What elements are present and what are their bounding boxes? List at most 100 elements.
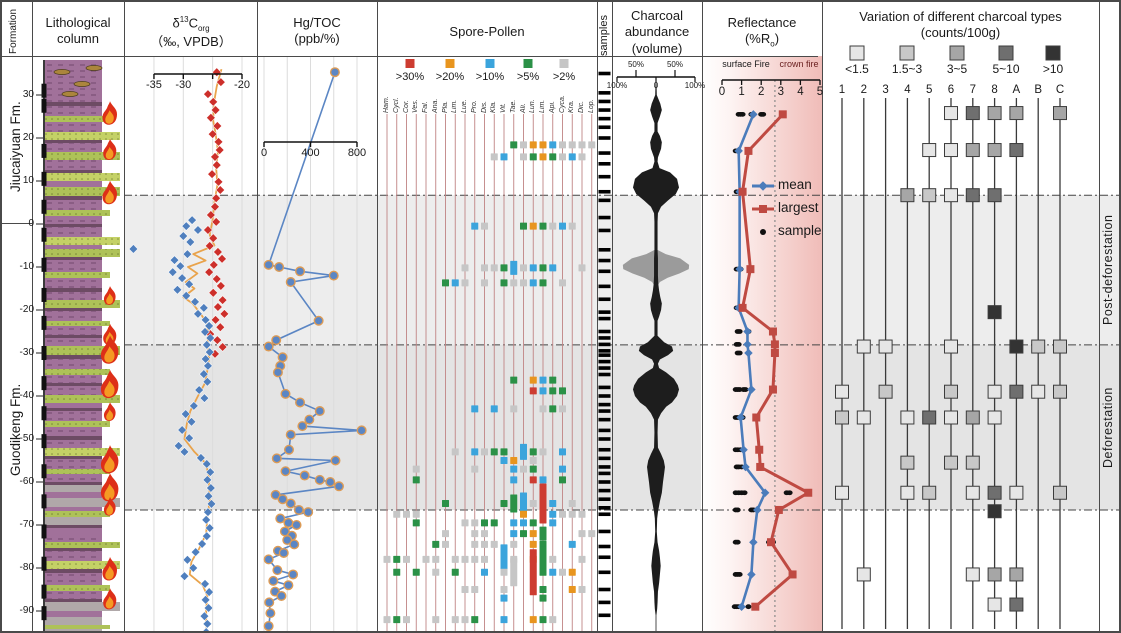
hg-header-line1: Hg/TOC <box>293 15 341 30</box>
charcoal-tick-label-top: 50% <box>666 60 683 69</box>
reflectance-legend <box>752 181 774 235</box>
flame-icon <box>100 445 119 474</box>
taxa-label: Pro. <box>470 100 478 113</box>
d13c-red-points <box>203 67 230 359</box>
gridlines <box>153 57 358 631</box>
reflectance-tick-label: 2 <box>757 86 765 98</box>
types-header: Variation of different charcoal types (c… <box>824 9 1097 42</box>
types-legend-label: 1.5~3 <box>891 62 923 76</box>
fire-events <box>100 101 119 610</box>
flame-icon <box>103 402 116 422</box>
taxa-label: Ana. <box>431 98 439 113</box>
types-column-label: 2 <box>860 84 867 96</box>
taxa-label: Lim. <box>451 99 459 113</box>
taxa-label: Dic. <box>578 100 585 113</box>
types-column-label: 6 <box>947 84 955 96</box>
types-column-label: 3 <box>882 84 889 96</box>
taxa-label: Ali. <box>519 103 527 113</box>
divider-charcoal <box>702 2 703 631</box>
flame-icon <box>100 473 119 502</box>
spore-legend-swatch <box>445 59 455 68</box>
flame-icon <box>102 101 117 125</box>
zone-band-0 <box>822 195 1119 345</box>
charcoal-header-line1: Charcoal <box>630 8 684 23</box>
divider-types <box>1099 2 1100 631</box>
crown-fire-label: crown fire <box>779 59 819 69</box>
litho-edge-bar <box>41 227 47 242</box>
types-column-label: C <box>1055 84 1065 96</box>
depth-label: -60 <box>19 476 34 487</box>
reflect-units-pre: (%R <box>744 31 771 47</box>
hg-tick-label: 400 <box>301 147 320 159</box>
types-legend-label: 3~5 <box>946 62 968 76</box>
spore-markers <box>383 141 596 624</box>
reflectance-legend-label: sample <box>778 223 822 238</box>
types-legend-label: >10 <box>1042 62 1064 76</box>
flame-icon <box>103 496 116 516</box>
divider-litho <box>124 2 125 631</box>
types-legend-swatch <box>998 45 1014 61</box>
taxa-label: Lop. <box>587 99 595 113</box>
spore-header: Spore-Pollen <box>449 24 525 39</box>
reflectance-tick-label: 5 <box>816 86 824 98</box>
spore-legend-label: >30% <box>395 71 425 83</box>
flame-icon <box>103 588 117 610</box>
charcoal-axis <box>616 70 696 82</box>
litho-edge-bar <box>41 83 47 98</box>
reflectance-tick-label: 3 <box>777 86 784 98</box>
spore-legend-swatch <box>559 59 569 68</box>
divider-d13c <box>257 2 258 631</box>
depth-label: -30 <box>19 347 34 358</box>
flame-icon <box>103 286 116 305</box>
d13c-c: C <box>188 15 198 31</box>
divider-reflectance <box>822 2 823 631</box>
hg-header-line2: (ppb/%) <box>294 31 340 47</box>
reflectance-header: Reflectance (%Ro) <box>704 15 820 50</box>
spore-legend-label: >20% <box>435 71 465 83</box>
litho-header-line2: column <box>57 31 99 47</box>
charcoal-header: Charcoal abundance (volume) <box>614 8 700 57</box>
taxa-label: Kra. <box>568 100 576 113</box>
depth-label: -90 <box>19 605 34 616</box>
litho-column <box>41 60 120 631</box>
depth-label: -10 <box>19 261 34 272</box>
litho-edge-bar <box>41 524 47 539</box>
reflectance-background <box>701 56 822 631</box>
flame-icon <box>103 138 117 161</box>
d13c-delta: δ <box>172 15 180 31</box>
d13c-axis <box>153 73 243 79</box>
reflect-units-sub: o <box>770 39 775 49</box>
spore-legend-swatch <box>485 59 495 68</box>
taxa-label: Lim. <box>539 99 546 113</box>
sample-ticks <box>598 71 611 618</box>
taxa-label: Cyca. <box>558 95 566 113</box>
litho-edge-bar <box>41 346 47 360</box>
taxa-label: Cor. <box>402 100 410 113</box>
litho-header-line1: Lithological <box>45 15 111 30</box>
charcoal-tick-label-top: 50% <box>627 60 644 69</box>
types-column-label: A <box>1012 84 1021 96</box>
hg-axis <box>263 141 358 147</box>
litho-edge-bar <box>41 434 47 449</box>
reflect-header-line1: Reflectance <box>727 15 797 30</box>
d13c-tick-label: -30 <box>175 79 192 91</box>
spore-legend-label: >2% <box>552 71 576 83</box>
d13c-sup: 13 <box>179 15 189 24</box>
types-column-label: 1 <box>838 84 846 96</box>
litho-header: Lithological column <box>34 15 122 48</box>
reflectance-tick-label: 4 <box>797 86 804 98</box>
types-column-label: B <box>1034 84 1043 96</box>
types-legend-label: <1.5 <box>845 62 869 76</box>
charcoal-tick-label: 100% <box>606 81 628 90</box>
types-header-line1: Variation of different charcoal types <box>859 9 1062 24</box>
depth-label: -20 <box>19 304 34 315</box>
types-legend-swatch <box>949 45 965 61</box>
charcoal-header-line2: abundance <box>624 24 690 40</box>
types-legend-swatch <box>899 45 915 61</box>
zone-label: Deforestation <box>1101 387 1115 469</box>
depth-label: 20 <box>22 132 34 143</box>
zone-label: Post-deforestation <box>1101 214 1115 326</box>
reflect-units-post: ) <box>774 31 780 47</box>
reflectance-axis <box>721 79 821 85</box>
depth-label: 0 <box>28 218 34 229</box>
